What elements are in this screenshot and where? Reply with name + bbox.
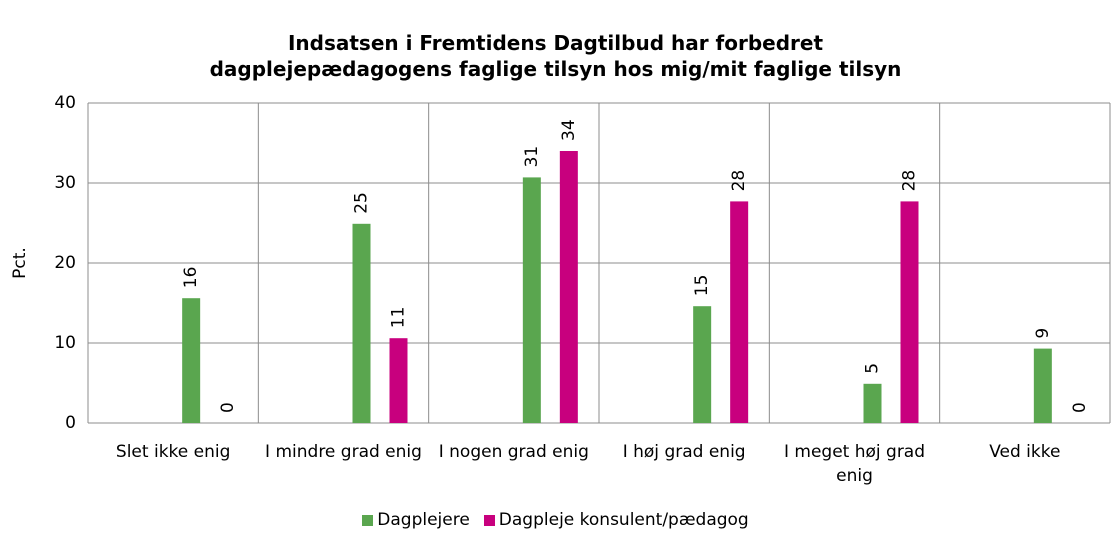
legend-label: Dagpleje konsulent/pædagog <box>498 510 749 530</box>
data-label: 16 <box>181 267 201 289</box>
chart-title: Indsatsen i Fremtidens Dagtilbud har for… <box>209 31 902 81</box>
x-tick-label: Slet ikke enig <box>115 442 231 462</box>
data-label: 9 <box>1033 328 1053 339</box>
bar <box>352 223 371 423</box>
legend-label: Dagplejere <box>377 510 470 530</box>
data-label: 25 <box>352 192 372 214</box>
data-label: 0 <box>1070 402 1090 413</box>
bar <box>693 306 712 423</box>
y-tick-label: 20 <box>54 253 76 273</box>
bar <box>522 177 541 423</box>
data-label: 15 <box>692 275 712 297</box>
legend-item: Dagplejere <box>362 510 470 530</box>
data-label: 34 <box>559 119 579 141</box>
x-tick-label: I mindre grad enig <box>265 442 422 462</box>
legend-item: Dagpleje konsulent/pædagog <box>483 510 749 530</box>
data-label: 28 <box>729 170 749 192</box>
x-tick-label: I nogen grad enig <box>438 442 589 462</box>
data-label: 5 <box>863 363 883 374</box>
data-label: 31 <box>522 146 542 168</box>
y-tick-label: 10 <box>54 333 76 353</box>
bar <box>182 298 201 423</box>
y-tick-label: 40 <box>54 93 76 113</box>
bar <box>559 151 578 423</box>
data-label: 0 <box>218 402 238 413</box>
legend-swatch <box>483 514 495 526</box>
bar <box>900 201 919 423</box>
bar <box>389 338 408 423</box>
bar <box>1033 348 1052 423</box>
x-tick-label: I meget høj grad enig <box>783 442 926 486</box>
x-tick-label: Ved ikke <box>989 442 1061 462</box>
y-axis-label: Pct. <box>10 247 30 279</box>
x-tick-label: I høj grad enig <box>622 442 746 462</box>
bar <box>863 383 882 423</box>
data-label: 11 <box>389 307 409 329</box>
legend-swatch <box>362 514 374 526</box>
bar <box>730 201 749 423</box>
data-label: 28 <box>900 170 920 192</box>
legend: Dagplejere Dagpleje konsulent/pædagog <box>0 510 1111 530</box>
y-tick-label: 0 <box>65 413 76 433</box>
y-tick-label: 30 <box>54 173 76 193</box>
